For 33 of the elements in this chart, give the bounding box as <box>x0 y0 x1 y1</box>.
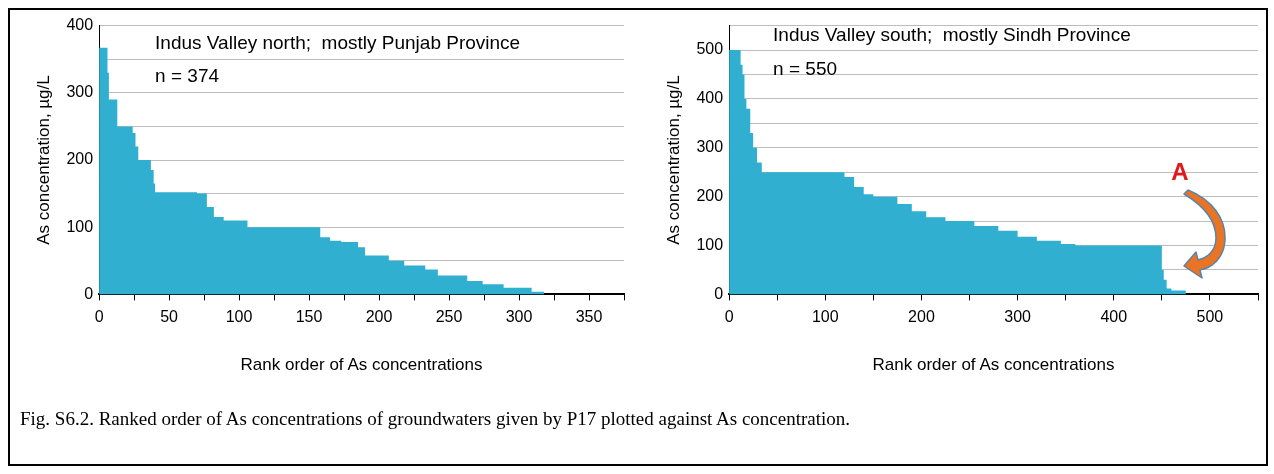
chart-title: Indus Valley north; mostly Punjab Province <box>155 31 521 53</box>
y-tick-label: 0 <box>714 284 724 302</box>
x-tick-label: 500 <box>1196 308 1224 326</box>
x-tick-label: 250 <box>435 308 463 326</box>
y-tick-label: 300 <box>696 138 724 156</box>
y-tick-label: 200 <box>696 187 724 205</box>
y-tick-label: 100 <box>696 235 724 253</box>
y-tick-label: 300 <box>66 83 94 101</box>
x-tick-label: 350 <box>575 308 603 326</box>
x-tick-label: 200 <box>908 308 935 326</box>
y-tick-label: 400 <box>696 89 724 107</box>
x-axis-title: Rank order of As concentrations <box>872 355 1115 375</box>
y-tick-label: 200 <box>66 150 94 168</box>
x-tick-label: 100 <box>811 308 839 326</box>
y-axis-title: As concentration, µg/L <box>663 75 683 245</box>
y-tick-label: 0 <box>84 284 94 302</box>
annotation: A <box>1171 158 1189 186</box>
y-tick-label: 100 <box>66 217 94 235</box>
x-tick-label: 150 <box>295 308 323 326</box>
y-axis-title: As concentration, µg/L <box>33 75 53 245</box>
x-tick-label: 200 <box>365 308 393 326</box>
x-tick-label: 50 <box>160 308 179 326</box>
y-tick-label: 400 <box>66 16 94 34</box>
annotation: n = 550 <box>773 57 838 79</box>
x-axis-title: Rank order of As concentrations <box>240 355 483 375</box>
x-tick-label: 400 <box>1100 308 1128 326</box>
chart-title: Indus Valley south; mostly Sindh Province <box>773 23 1131 45</box>
annotation: n = 374 <box>155 64 220 86</box>
y-tick-label: 500 <box>696 40 724 58</box>
x-tick-label: 300 <box>1004 308 1032 326</box>
caption: Fig. S6.2. Ranked order of As concentrations of groundwaters given by P17 plotted against As concentration. <box>20 408 851 430</box>
x-tick-label: 300 <box>505 308 533 326</box>
x-tick-label: 100 <box>225 308 253 326</box>
